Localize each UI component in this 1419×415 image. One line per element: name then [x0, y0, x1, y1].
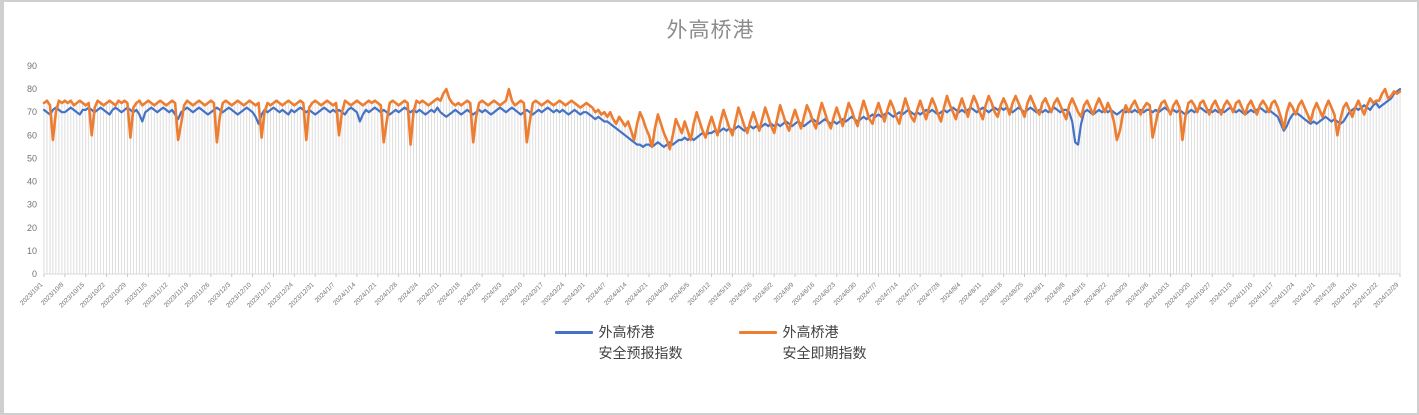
chart-title: 外高桥港	[666, 19, 755, 42]
svg-text:60: 60	[27, 130, 37, 140]
svg-text:2024/1/28: 2024/1/28	[374, 281, 400, 307]
svg-text:10: 10	[27, 246, 37, 256]
svg-text:20: 20	[27, 223, 37, 233]
svg-text:40: 40	[27, 177, 37, 187]
svg-text:70: 70	[27, 107, 37, 117]
svg-text:90: 90	[27, 61, 37, 71]
legend-label-line1: 外高桥港	[782, 324, 839, 340]
svg-text:50: 50	[27, 153, 37, 163]
svg-text:2024/6/2: 2024/6/2	[752, 281, 775, 304]
legend: 外高桥港 安全预报指数 外高桥港 安全即期指数	[4, 322, 1417, 364]
legend-label-line2: 安全预报指数	[598, 345, 683, 361]
svg-text:2024/8/25: 2024/8/25	[1000, 281, 1026, 307]
svg-text:80: 80	[27, 84, 37, 94]
svg-text:2024/7/28: 2024/7/28	[916, 281, 942, 307]
legend-item-spot-index: 外高桥港 安全即期指数	[738, 322, 867, 364]
legend-line-swatch-blue	[554, 331, 593, 334]
svg-text:0: 0	[32, 269, 37, 279]
svg-text:2024/4/28: 2024/4/28	[645, 281, 671, 307]
svg-text:2024/2/25: 2024/2/25	[457, 281, 483, 307]
legend-label-line1: 外高桥港	[598, 324, 655, 340]
svg-text:30: 30	[27, 200, 37, 210]
svg-text:2024/9/1: 2024/9/1	[1023, 281, 1046, 304]
legend-label-line2: 安全即期指数	[782, 345, 867, 361]
legend-item-forecast-index: 外高桥港 安全预报指数	[554, 322, 683, 364]
legend-line-swatch-orange	[738, 331, 777, 334]
svg-text:2024/6/30: 2024/6/30	[833, 281, 859, 307]
line-chart-plot-area: 2023/10/12023/10/82023/10/152023/10/2220…	[19, 61, 1402, 309]
svg-text:2024/3/31: 2024/3/31	[561, 281, 587, 307]
svg-text:2024/5/26: 2024/5/26	[728, 281, 754, 307]
